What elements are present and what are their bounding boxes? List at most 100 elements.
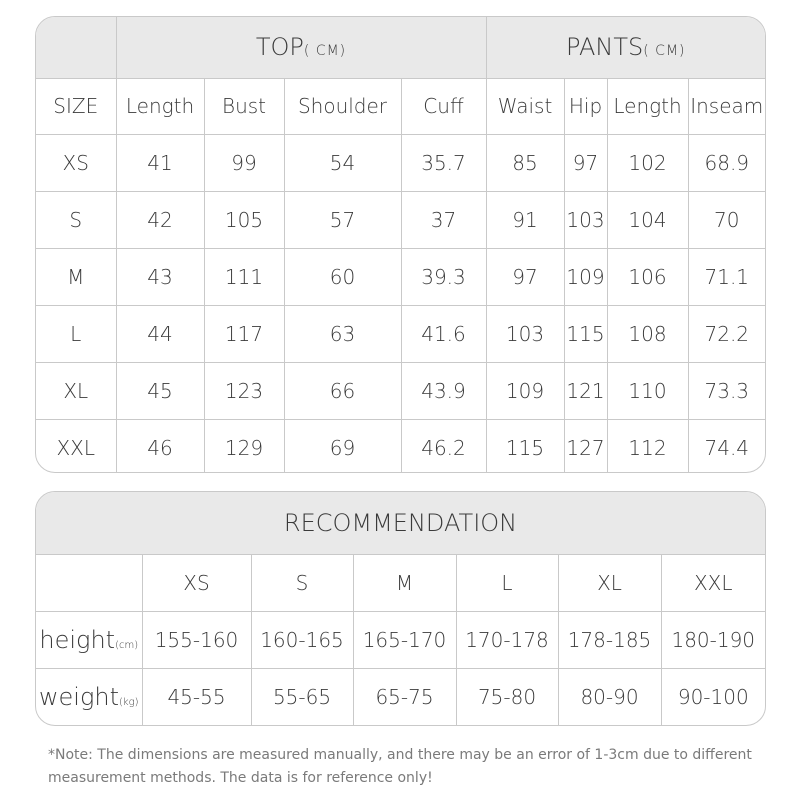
empty-cell (36, 553, 143, 612)
column-header: Shoulder (283, 77, 402, 135)
measurement-cell: 108 (606, 304, 689, 363)
size-cell: XXL (36, 418, 117, 472)
measurement-cell: 41 (115, 133, 205, 192)
measurement-cell: 115 (563, 304, 608, 363)
measurement-cell: 102 (606, 133, 689, 192)
row-label-unit: (cm) (115, 639, 139, 651)
range-cell: 45-55 (141, 667, 252, 725)
size-header: M (352, 553, 457, 612)
pants-header: PANTS( CM) (485, 17, 765, 79)
range-cell: 80-90 (557, 667, 662, 725)
measurement-cell: 43.9 (400, 361, 487, 420)
size-cell: S (36, 190, 117, 249)
range-cell: 165-170 (352, 610, 457, 669)
column-header: Waist (485, 77, 565, 135)
measurement-cell: 70 (687, 190, 765, 249)
measurement-cell: 111 (203, 247, 285, 306)
row-label: height(cm) (36, 610, 143, 669)
measurement-cell: 103 (485, 304, 565, 363)
range-cell: 155-160 (141, 610, 252, 669)
measurement-cell: 121 (563, 361, 608, 420)
column-header: Length (606, 77, 689, 135)
size-header-row: XS S M L XL XXL (36, 553, 765, 612)
range-cell: 65-75 (352, 667, 457, 725)
column-header: Inseam (687, 77, 765, 135)
measurement-cell: 123 (203, 361, 285, 420)
measurement-cell: 97 (485, 247, 565, 306)
row-label-text: weight (38, 682, 119, 711)
measurement-cell: 106 (606, 247, 689, 306)
measurement-cell: 46.2 (400, 418, 487, 472)
measurement-cell: 73.3 (687, 361, 765, 420)
measurement-cell: 91 (485, 190, 565, 249)
column-header: Cuff (400, 77, 487, 135)
measurement-cell: 72.2 (687, 304, 765, 363)
measurement-cell: 39.3 (400, 247, 487, 306)
measurement-cell: 69 (283, 418, 402, 472)
measurement-cell: 85 (485, 133, 565, 192)
row-label: weight(kg) (36, 667, 143, 725)
measurement-cell: 112 (606, 418, 689, 472)
measurement-cell: 45 (115, 361, 205, 420)
column-header-row: SIZE Length Bust Shoulder Cuff Waist Hip Length… (36, 77, 765, 135)
table-row: S 42 105 57 37 91 103 104 70 (36, 190, 765, 249)
measurement-cell: 46 (115, 418, 205, 472)
measurement-cell: 99 (203, 133, 285, 192)
measurement-cell: 127 (563, 418, 608, 472)
range-cell: 55-65 (250, 667, 354, 725)
table-row: XS 41 99 54 35.7 85 97 102 68.9 (36, 133, 765, 192)
table-row: XL 45 123 66 43.9 109 121 110 73.3 (36, 361, 765, 420)
size-cell: M (36, 247, 117, 306)
measurement-cell: 37 (400, 190, 487, 249)
measurement-cell: 103 (563, 190, 608, 249)
measurement-cell: 109 (485, 361, 565, 420)
range-cell: 170-178 (455, 610, 559, 669)
size-cell: XL (36, 361, 117, 420)
table-row: XXL 46 129 69 46.2 115 127 112 74.4 (36, 418, 765, 472)
measurement-cell: 115 (485, 418, 565, 472)
size-header: XXL (660, 553, 765, 612)
size-cell: L (36, 304, 117, 363)
measurement-cell: 42 (115, 190, 205, 249)
size-cell: XS (36, 133, 117, 192)
pants-label: PANTS (566, 33, 644, 62)
range-cell: 160-165 (250, 610, 354, 669)
recommendation-row: height(cm) 155-160 160-165 165-170 170-178 17… (36, 610, 765, 669)
corner-cell (36, 17, 117, 79)
measurement-cell: 74.4 (687, 418, 765, 472)
range-cell: 180-190 (660, 610, 765, 669)
measurement-cell: 97 (563, 133, 608, 192)
row-label-text: height (39, 625, 116, 654)
measurement-cell: 60 (283, 247, 402, 306)
measurement-cell: 54 (283, 133, 402, 192)
range-cell: 90-100 (660, 667, 765, 725)
range-cell: 178-185 (557, 610, 662, 669)
table-row: L 44 117 63 41.6 103 115 108 72.2 (36, 304, 765, 363)
size-header: S (250, 553, 354, 612)
range-cell: 75-80 (455, 667, 559, 725)
measurement-cell: 109 (563, 247, 608, 306)
column-header: Hip (563, 77, 608, 135)
size-header: XS (141, 553, 252, 612)
recommendation-table: RECOMMENDATION XS S M L XL XXL height(cm) 155-1… (35, 491, 766, 726)
measurement-cell: 57 (283, 190, 402, 249)
pants-unit: ( CM) (643, 43, 686, 60)
measurement-cell: 110 (606, 361, 689, 420)
measurement-cell: 104 (606, 190, 689, 249)
column-header: SIZE (36, 77, 117, 135)
size-header: L (455, 553, 559, 612)
measurement-cell: 117 (203, 304, 285, 363)
size-chart-table: TOP( CM) PANTS( CM) SIZE Length Bust Should… (35, 16, 766, 473)
measurement-cell: 63 (283, 304, 402, 363)
row-label-unit: (kg) (118, 696, 139, 708)
recommendation-row: weight(kg) 45-55 55-65 65-75 75-80 80-90 90-10… (36, 667, 765, 725)
top-header: TOP( CM) (115, 17, 487, 79)
measurement-cell: 43 (115, 247, 205, 306)
measurement-cell: 66 (283, 361, 402, 420)
table-row: M 43 111 60 39.3 97 109 106 71.1 (36, 247, 765, 306)
measurement-cell: 68.9 (687, 133, 765, 192)
measurement-cell: 105 (203, 190, 285, 249)
size-header: XL (557, 553, 662, 612)
top-unit: ( CM) (303, 43, 347, 60)
measurement-cell: 35.7 (400, 133, 487, 192)
